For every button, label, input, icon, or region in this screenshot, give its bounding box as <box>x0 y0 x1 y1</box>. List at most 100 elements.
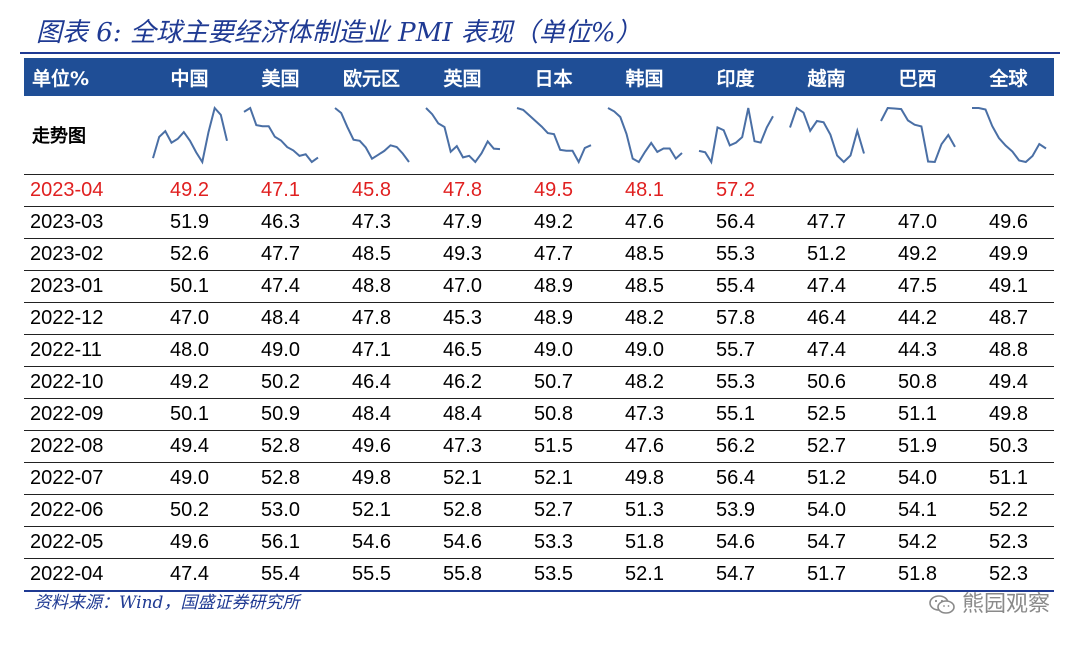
header-cell: 日本 <box>508 58 599 96</box>
sparkline-cell <box>417 96 508 175</box>
header-cell: 中国 <box>144 58 235 96</box>
value-cell: 50.6 <box>781 366 872 399</box>
table-row: 2023-03 51.9 46.3 47.3 47.9 49.2 47.6 56.4 47.7 4… <box>24 206 1054 239</box>
table-row: 2022-10 49.2 50.2 46.4 46.2 50.7 48.2 55.3 50.6 5… <box>24 366 1054 399</box>
sparkline-path <box>607 107 683 164</box>
value-cell: 47.5 <box>872 270 963 303</box>
sparkline-cell <box>326 96 417 175</box>
value-cell: 57.2 <box>690 174 781 207</box>
sparkline-10 <box>971 107 1047 164</box>
value-cell: 49.0 <box>235 334 326 367</box>
value-cell: 48.8 <box>326 270 417 303</box>
value-cell: 52.1 <box>326 494 417 527</box>
value-cell: 47.4 <box>144 558 235 592</box>
value-cell: 45.8 <box>326 174 417 207</box>
value-cell: 51.5 <box>508 430 599 463</box>
value-cell: 52.8 <box>417 494 508 527</box>
value-cell: 50.9 <box>235 398 326 431</box>
trend-row: 走势图 <box>24 96 1054 175</box>
sparkline-cell <box>508 96 599 175</box>
value-cell: 55.5 <box>326 558 417 592</box>
value-cell: 55.3 <box>690 238 781 271</box>
date-cell: 2022-06 <box>24 494 144 527</box>
table-row: 2022-05 49.6 56.1 54.6 54.6 53.3 51.8 54.6 54.7 5… <box>24 526 1054 559</box>
value-cell: 47.3 <box>417 430 508 463</box>
value-cell: 47.8 <box>417 174 508 207</box>
value-cell: 51.9 <box>144 206 235 239</box>
value-cell: 55.7 <box>690 334 781 367</box>
value-cell: 50.2 <box>235 366 326 399</box>
value-cell: 49.1 <box>963 270 1054 303</box>
value-cell: 52.8 <box>235 462 326 495</box>
value-cell: 47.3 <box>599 398 690 431</box>
trend-label: 走势图 <box>24 96 144 175</box>
sparkline-path <box>151 105 228 165</box>
table-row: 2022-06 50.2 53.0 52.1 52.8 52.7 51.3 53.9 54.0 5… <box>24 494 1054 527</box>
value-cell: 48.9 <box>508 270 599 303</box>
sparkline-6 <box>607 107 683 164</box>
value-cell: 52.1 <box>417 462 508 495</box>
value-cell: 53.9 <box>690 494 781 527</box>
date-cell: 2022-09 <box>24 398 144 431</box>
date-cell: 2022-07 <box>24 462 144 495</box>
value-cell: 55.4 <box>235 558 326 592</box>
value-cell: 57.8 <box>690 302 781 335</box>
sparkline-1 <box>151 105 228 165</box>
table-row: 2023-02 52.6 47.7 48.5 49.3 47.7 48.5 55.3 51.2 4… <box>24 238 1054 271</box>
value-cell: 48.2 <box>599 366 690 399</box>
value-cell: 52.3 <box>963 526 1054 559</box>
sparkline-path <box>516 107 591 165</box>
value-cell <box>872 174 963 207</box>
value-cell: 45.3 <box>417 302 508 335</box>
value-cell: 51.2 <box>781 462 872 495</box>
value-cell: 46.2 <box>417 366 508 399</box>
date-cell: 2022-12 <box>24 302 144 335</box>
value-cell <box>781 174 872 207</box>
value-cell <box>963 174 1054 207</box>
table-row: 2023-01 50.1 47.4 48.8 47.0 48.9 48.5 55.4 47.4 4… <box>24 270 1054 303</box>
title-divider <box>20 52 1060 54</box>
value-cell: 50.7 <box>508 366 599 399</box>
date-cell: 2022-05 <box>24 526 144 559</box>
watermark-text: 熊园观察 <box>961 592 1050 617</box>
value-cell: 49.6 <box>144 526 235 559</box>
value-cell: 49.5 <box>508 174 599 207</box>
wechat-icon <box>929 595 955 614</box>
value-cell: 48.4 <box>326 398 417 431</box>
value-cell: 54.6 <box>690 526 781 559</box>
value-cell: 47.7 <box>508 238 599 271</box>
value-cell: 44.2 <box>872 302 963 335</box>
value-cell: 48.5 <box>599 238 690 271</box>
value-cell: 47.1 <box>326 334 417 367</box>
date-cell: 2023-02 <box>24 238 144 271</box>
value-cell: 54.0 <box>781 494 872 527</box>
value-cell: 46.5 <box>417 334 508 367</box>
value-cell: 44.3 <box>872 334 963 367</box>
value-cell: 49.6 <box>326 430 417 463</box>
sparkline-path <box>333 107 410 163</box>
header-cell: 单位% <box>24 58 144 96</box>
sparkline-cell <box>872 96 963 175</box>
value-cell: 47.6 <box>599 430 690 463</box>
table-row: 2022-07 49.0 52.8 49.8 52.1 52.1 49.8 56.4 51.2 5… <box>24 462 1054 495</box>
sparkline-8 <box>788 106 865 164</box>
sparkline-cell <box>599 96 690 175</box>
value-cell: 53.3 <box>508 526 599 559</box>
header-cell: 英国 <box>417 58 508 96</box>
source-note: 资料来源：Wind，国盛证券研究所 <box>34 593 300 613</box>
sparkline-path <box>788 106 865 164</box>
value-cell: 48.9 <box>508 302 599 335</box>
value-cell: 47.3 <box>326 206 417 239</box>
value-cell: 49.0 <box>508 334 599 367</box>
value-cell: 56.4 <box>690 462 781 495</box>
value-cell: 49.4 <box>963 366 1054 399</box>
value-cell: 47.9 <box>417 206 508 239</box>
pmi-table: 单位% 中国 美国 欧元区 英国 日本 韩国 印度 越南 巴西 全球 走势图 2… <box>24 58 1054 592</box>
value-cell: 55.3 <box>690 366 781 399</box>
header-cell: 巴西 <box>872 58 963 96</box>
value-cell: 46.4 <box>781 302 872 335</box>
value-cell: 48.5 <box>326 238 417 271</box>
value-cell: 48.0 <box>144 334 235 367</box>
table-row: 2022-12 47.0 48.4 47.8 45.3 48.9 48.2 57.8 46.4 4… <box>24 302 1054 335</box>
sparkline-path <box>242 106 319 164</box>
